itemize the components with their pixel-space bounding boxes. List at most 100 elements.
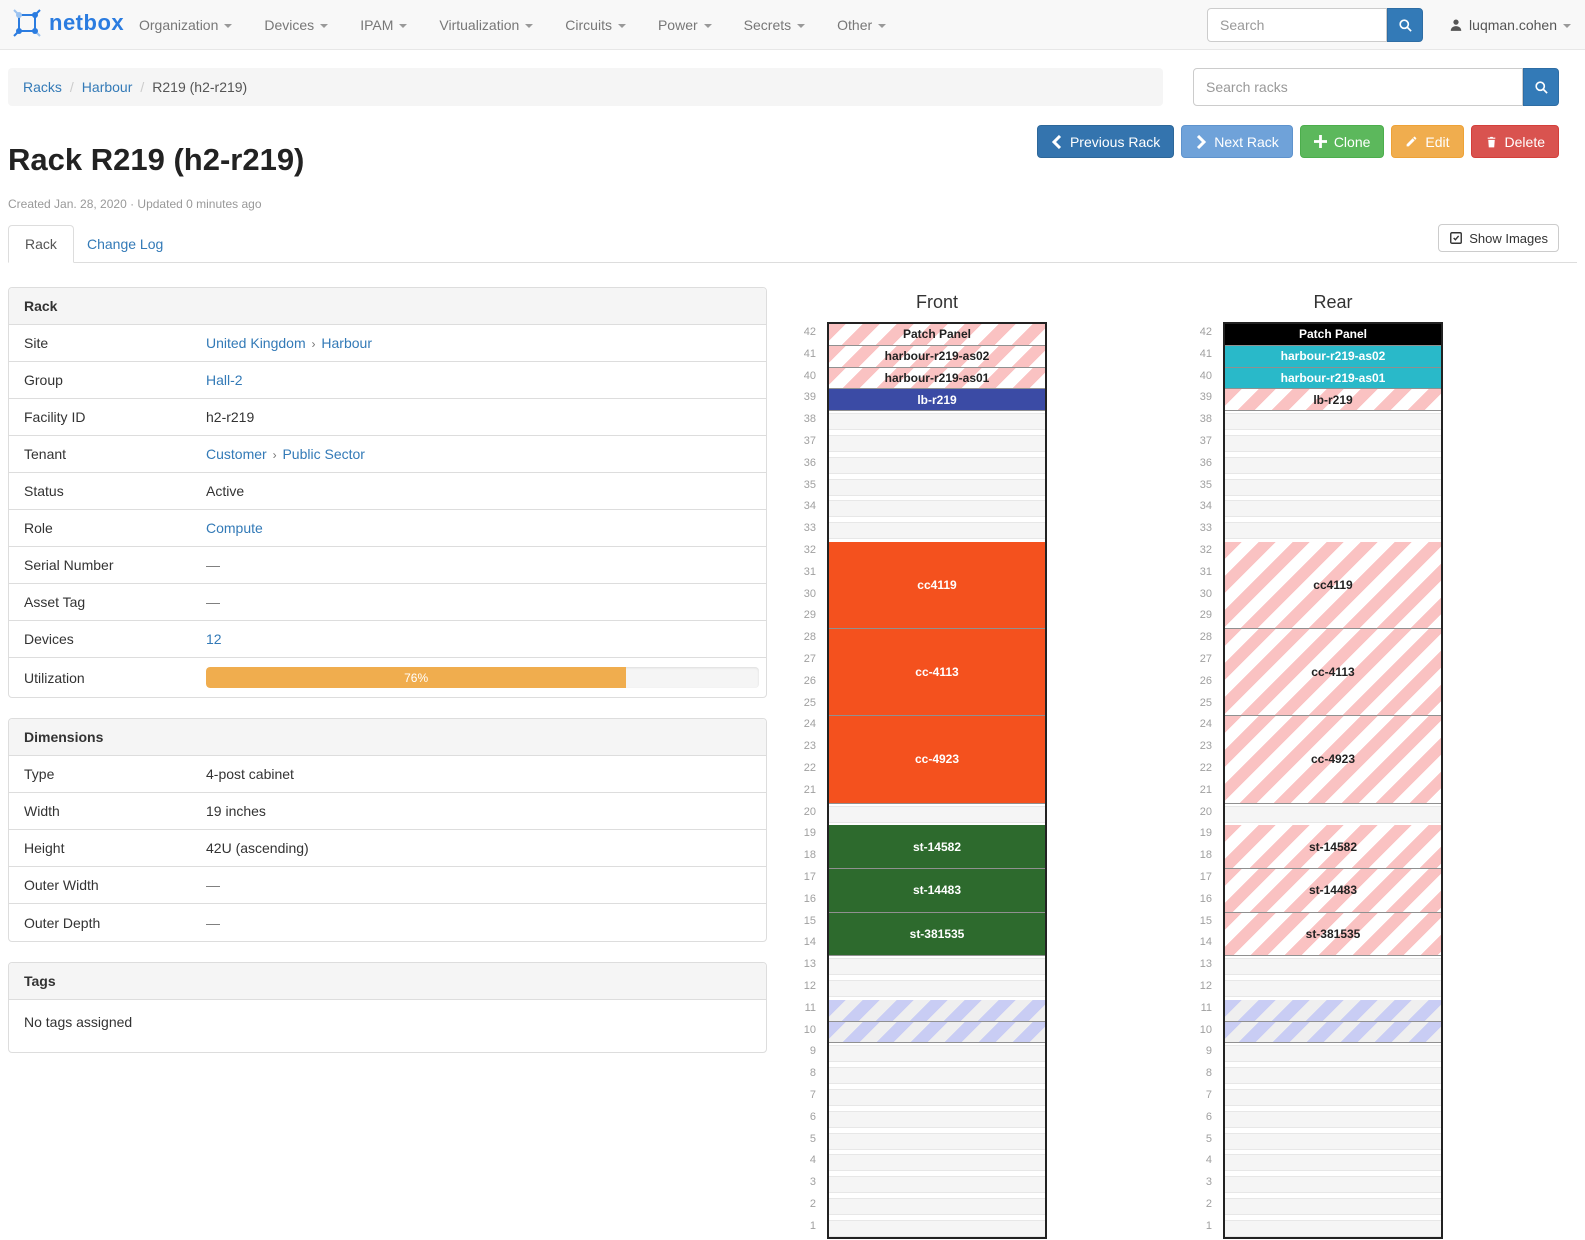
detail-row: Width 19 inches <box>9 793 766 830</box>
empty-unit-slot[interactable] <box>829 978 1045 1000</box>
empty-unit-slot[interactable] <box>1225 1152 1441 1174</box>
rack-unit-cc-4113[interactable]: cc-4113 <box>829 629 1045 717</box>
rack-unit-reserved[interactable] <box>829 999 1045 1022</box>
empty-unit-slot[interactable] <box>829 1196 1045 1218</box>
value-link[interactable]: Harbour <box>321 335 372 351</box>
unit-number: 39 <box>1199 391 1212 404</box>
empty-unit-slot[interactable] <box>1225 433 1441 455</box>
rack-unit-st-14483[interactable]: st-14483 <box>829 869 1045 913</box>
empty-unit-slot[interactable] <box>829 520 1045 542</box>
menu-item-secrets[interactable]: Secrets <box>728 0 821 50</box>
global-search-button[interactable] <box>1387 8 1424 42</box>
tab-change-log[interactable]: Change Log <box>87 236 164 252</box>
empty-unit-slot[interactable] <box>829 1218 1045 1240</box>
empty-unit-slot[interactable] <box>829 1131 1045 1153</box>
tab-rack[interactable]: Rack <box>8 225 74 263</box>
rack-unit-reserved[interactable] <box>1225 1021 1441 1044</box>
row-label: Width <box>24 803 60 819</box>
show-images-button[interactable]: Show Images <box>1438 224 1559 252</box>
rack-unit-harbour-r219-as02[interactable]: harbour-r219-as02 <box>829 345 1045 368</box>
delete-button[interactable]: Delete <box>1470 125 1559 158</box>
rack-unit-st-14582[interactable]: st-14582 <box>829 825 1045 869</box>
rack-unit-cc4119[interactable]: cc4119 <box>829 542 1045 630</box>
empty-unit-slot[interactable] <box>829 455 1045 477</box>
empty-unit-slot[interactable] <box>829 477 1045 499</box>
value-link[interactable]: Compute <box>206 520 263 536</box>
unit-number: 6 <box>1205 1110 1212 1123</box>
value-link[interactable]: Customer <box>206 446 267 462</box>
empty-unit-slot[interactable] <box>829 1152 1045 1174</box>
value-link[interactable]: Public Sector <box>282 446 365 462</box>
menu-item-devices[interactable]: Devices <box>248 0 344 50</box>
value-link[interactable]: United Kingdom <box>206 335 306 351</box>
clone-button[interactable]: Clone <box>1299 125 1385 158</box>
value-link[interactable]: Hall-2 <box>206 372 243 388</box>
global-search-input[interactable] <box>1207 8 1388 42</box>
user-menu[interactable]: luqman.cohen <box>1449 17 1571 33</box>
rack-unit-cc-4923[interactable]: cc-4923 <box>829 716 1045 804</box>
empty-unit-slot[interactable] <box>829 433 1045 455</box>
rack-unit-st-381535[interactable]: st-381535 <box>829 912 1045 957</box>
previous-rack-button[interactable]: Previous Rack <box>1036 125 1175 158</box>
rack-unit-st-381535[interactable]: st-381535 <box>1225 912 1441 957</box>
empty-unit-slot[interactable] <box>1225 1218 1441 1240</box>
breadcrumb-separator: / <box>69 79 74 95</box>
rack-unit-st-14582[interactable]: st-14582 <box>1225 825 1441 869</box>
edit-button[interactable]: Edit <box>1391 125 1464 158</box>
rack-unit-cc4119[interactable]: cc4119 <box>1225 542 1441 630</box>
empty-unit-slot[interactable] <box>1225 455 1441 477</box>
action-toolbar: Previous Rack Next Rack Clone Edit Delet… <box>1036 125 1559 158</box>
rack-unit-patch-panel[interactable]: Patch Panel <box>1225 324 1441 346</box>
empty-unit-slot[interactable] <box>829 1174 1045 1196</box>
menu-item-power[interactable]: Power <box>642 0 728 50</box>
rack-unit-patch-panel[interactable]: Patch Panel <box>829 324 1045 346</box>
empty-unit-slot[interactable] <box>829 498 1045 520</box>
empty-unit-slot[interactable] <box>1225 1196 1441 1218</box>
breadcrumb-link-harbour[interactable]: Harbour <box>81 79 133 95</box>
empty-unit-slot[interactable] <box>829 411 1045 433</box>
menu-item-circuits[interactable]: Circuits <box>549 0 642 50</box>
empty-unit-slot[interactable] <box>829 956 1045 978</box>
rack-unit-lb-r219[interactable]: lb-r219 <box>1225 389 1441 412</box>
empty-unit-slot[interactable] <box>829 1065 1045 1087</box>
rack-unit-lb-r219[interactable]: lb-r219 <box>829 389 1045 412</box>
empty-unit-slot[interactable] <box>1225 1174 1441 1196</box>
breadcrumb-link-racks[interactable]: Racks <box>23 79 62 95</box>
menu-item-organization[interactable]: Organization <box>123 0 248 50</box>
rack-search-button[interactable] <box>1523 68 1559 106</box>
empty-unit-slot[interactable] <box>829 1043 1045 1065</box>
rack-unit-cc-4923[interactable]: cc-4923 <box>1225 716 1441 804</box>
netbox-logo[interactable]: netbox <box>12 8 124 38</box>
empty-unit-slot[interactable] <box>1225 477 1441 499</box>
rack-unit-harbour-r219-as02[interactable]: harbour-r219-as02 <box>1225 345 1441 368</box>
rack-unit-st-14483[interactable]: st-14483 <box>1225 869 1441 913</box>
empty-unit-slot[interactable] <box>1225 956 1441 978</box>
rack-search-input[interactable] <box>1193 68 1523 106</box>
rack-unit-cc-4113[interactable]: cc-4113 <box>1225 629 1441 717</box>
empty-unit-slot[interactable] <box>829 804 1045 826</box>
rack-unit-reserved[interactable] <box>829 1021 1045 1044</box>
menu-item-other[interactable]: Other <box>821 0 902 50</box>
device-label: cc4119 <box>917 578 957 593</box>
empty-unit-slot[interactable] <box>1225 498 1441 520</box>
next-rack-button[interactable]: Next Rack <box>1181 125 1293 158</box>
rack-unit-harbour-r219-as01[interactable]: harbour-r219-as01 <box>1225 367 1441 390</box>
empty-unit-slot[interactable] <box>829 1087 1045 1109</box>
rack-unit-harbour-r219-as01[interactable]: harbour-r219-as01 <box>829 367 1045 390</box>
empty-unit-slot[interactable] <box>1225 804 1441 826</box>
empty-unit-slot[interactable] <box>829 1109 1045 1131</box>
empty-unit-slot[interactable] <box>1225 1109 1441 1131</box>
value-link[interactable]: 12 <box>206 631 222 647</box>
menu-item-ipam[interactable]: IPAM <box>344 0 423 50</box>
rack-unit-reserved[interactable] <box>1225 999 1441 1022</box>
empty-unit-slot[interactable] <box>1225 411 1441 433</box>
empty-unit-slot[interactable] <box>1225 978 1441 1000</box>
unit-number: 28 <box>803 631 816 644</box>
empty-unit-slot[interactable] <box>1225 1131 1441 1153</box>
empty-unit-slot[interactable] <box>1225 1087 1441 1109</box>
row-value: Customer › Public Sector <box>206 437 766 471</box>
empty-unit-slot[interactable] <box>1225 1065 1441 1087</box>
menu-item-virtualization[interactable]: Virtualization <box>423 0 549 50</box>
empty-unit-slot[interactable] <box>1225 520 1441 542</box>
empty-unit-slot[interactable] <box>1225 1043 1441 1065</box>
